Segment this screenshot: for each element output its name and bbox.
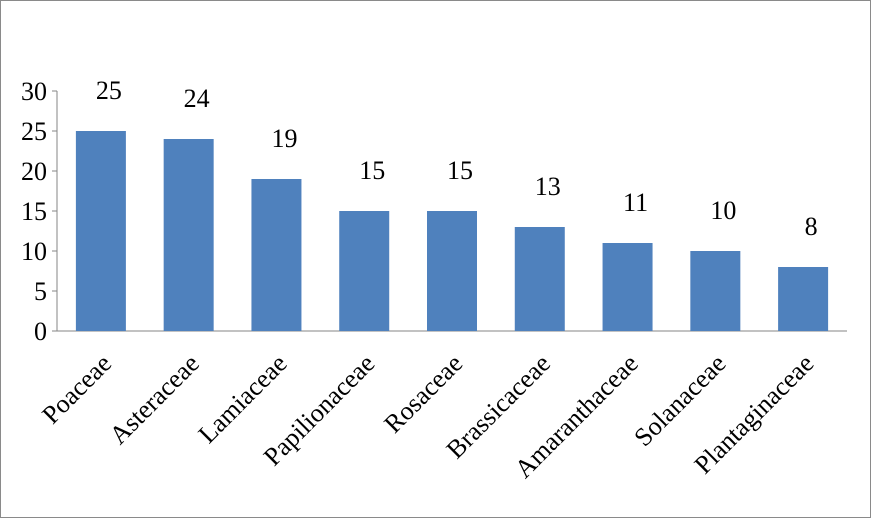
category-label-asteraceae: Asteraceae [104, 349, 205, 450]
bar-asteraceae [163, 139, 214, 331]
data-label-lamiaceae: 19 [271, 124, 297, 153]
data-label-brassicaceae: 13 [535, 172, 561, 201]
axis-layer: 0 5 10 15 20 25 30 [21, 77, 847, 346]
y-tick-label: 15 [21, 197, 47, 226]
bar-poaceae [75, 131, 126, 331]
data-label-asteraceae: 24 [184, 84, 210, 113]
bar-papilionaceae [339, 211, 390, 331]
category-label-poaceae: Poaceae [36, 349, 117, 430]
data-label-poaceae: 25 [96, 76, 122, 105]
y-tick-label: 30 [21, 77, 47, 106]
y-tick-label: 5 [34, 277, 47, 306]
bar-amaranthaceae [602, 243, 653, 331]
data-label-plantaginaceae: 8 [805, 212, 818, 241]
data-label-papilionaceae: 15 [359, 156, 385, 185]
bar-plantaginaceae [778, 267, 829, 331]
bar-brassicaceae [514, 227, 565, 331]
data-label-solanaceae: 10 [710, 196, 736, 225]
y-tick-label: 25 [21, 117, 47, 146]
data-label-amaranthaceae: 11 [623, 188, 648, 217]
bar-solanaceae [690, 251, 741, 331]
y-tick-label: 10 [21, 237, 47, 266]
bars-layer [75, 131, 829, 331]
bar-rosaceae [427, 211, 477, 331]
bar-lamiaceae [251, 179, 302, 331]
category-label-rosaceae: Rosaceae [378, 349, 468, 439]
y-tick-label: 20 [21, 157, 47, 186]
data-label-rosaceae: 15 [447, 156, 473, 185]
y-tick-label: 0 [34, 317, 47, 346]
